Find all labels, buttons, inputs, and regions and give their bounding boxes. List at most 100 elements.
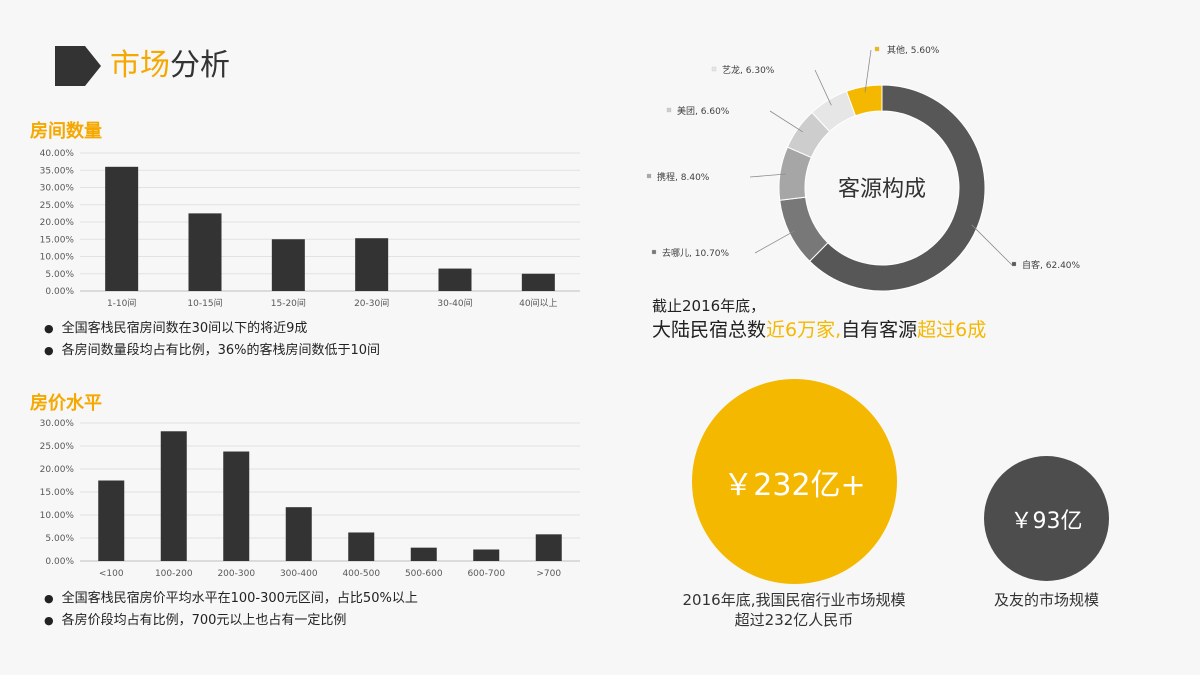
rooms-y-tick-label: 5.00% [45, 270, 74, 280]
rooms-y-tick-label: 35.00% [40, 166, 75, 176]
donut-legend-marker [646, 173, 652, 179]
donut-center-label: 客源构成 [838, 177, 926, 202]
prices-bar [473, 549, 500, 561]
rooms-x-tick-label: 30-40间 [437, 297, 472, 309]
source-stat-part-a: 大陆民宿总数 [652, 319, 767, 341]
market-size-bubble: ￥232亿+ [692, 379, 897, 584]
rooms-x-tick-label: 40间以上 [519, 297, 557, 309]
jiyou-market-value: ￥93亿 [1010, 508, 1083, 534]
prices-bar [223, 451, 250, 561]
donut-leader-line [814, 69, 832, 106]
source-stat-part-b: 近6万家, [766, 319, 842, 341]
donut-leader-line [971, 224, 1013, 266]
page-title-highlight: 市场 [110, 48, 170, 83]
prices-y-tick-label: 5.00% [45, 534, 74, 544]
donut-leader-line [754, 230, 796, 254]
market-size-caption-line2: 超过232亿人民币 [734, 611, 854, 629]
market-size-caption-line1: 2016年底,我国民宿行业市场规模 [682, 591, 906, 609]
donut-slice-value: 6.30% [746, 66, 775, 76]
donut-legend-marker [874, 46, 880, 52]
prices-bar [160, 431, 187, 561]
rooms-bar-chart: 0.00% 5.00% 10.00% 15.00% 20.00% 25.00% 30.00%… [40, 149, 580, 309]
donut-slice-label: 携程, 8.40% [657, 171, 710, 183]
donut-slice [808, 84, 986, 292]
donut-leader-line [864, 49, 872, 93]
donut-slice-name: 其他 [887, 44, 905, 56]
donut-slice-separator: , [740, 66, 746, 76]
prices-y-tick-label: 10.00% [40, 511, 75, 521]
donut-legend-marker [666, 107, 672, 113]
prices-bar [285, 507, 312, 561]
donut-slice-separator: , [689, 249, 695, 259]
rooms-y-tick-label: 30.00% [40, 184, 75, 194]
prices-x-tick-label: 300-400 [280, 569, 318, 579]
prices-y-tick-label: 30.00% [40, 419, 75, 429]
donut-slice-separator: , [1040, 261, 1046, 271]
rooms-x-tick-label: 10-15间 [187, 297, 222, 309]
donut-slice-value: 62.40% [1046, 261, 1081, 271]
prices-y-tick-label: 15.00% [40, 488, 75, 498]
prices-bar [410, 547, 437, 561]
donut-slice-name: 美团 [677, 105, 695, 117]
page-title-rest: 分析 [170, 48, 230, 83]
donut-slice-name: 自客 [1022, 259, 1040, 271]
donut-slice-label: 去哪儿, 10.70% [662, 247, 730, 259]
prices-bar [348, 532, 375, 561]
prices-bullet-1: 全国客栈民宿房价平均水平在100-300元区间，占比50%以上 [44, 590, 418, 608]
donut-slice [845, 84, 883, 117]
donut-slice-value: 10.70% [695, 249, 730, 259]
prices-x-tick-label: 400-500 [342, 569, 380, 579]
market-size-caption: 2016年底,我国民宿行业市场规模 超过232亿人民币 [640, 590, 948, 630]
rooms-x-tick-label: 1-10间 [107, 297, 136, 309]
donut-legend-marker [711, 66, 717, 72]
donut-slice-value: 5.60% [911, 46, 940, 56]
prices-bar-chart: 0.00% 5.00% 10.00% 15.00% 20.00% 25.00% 30.00%… [40, 419, 580, 579]
donut-legend-marker [1011, 261, 1017, 267]
source-stat-line1: 截止2016年底， [652, 297, 766, 315]
donut-slice-label: 自客, 62.40% [1022, 259, 1081, 271]
donut-legend-marker [651, 249, 657, 255]
prices-bar [98, 480, 125, 561]
source-donut-chart: 自客, 62.40% 去哪儿, 10.70% 携程, 8.40% 美团, 6.60% 艺… [646, 44, 1081, 292]
donut-slice-name: 艺龙 [722, 64, 740, 76]
prices-y-tick-label: 0.00% [45, 557, 74, 567]
donut-leader-line [769, 110, 804, 133]
prices-y-tick-label: 25.00% [40, 442, 75, 452]
prices-x-tick-label: 100-200 [155, 569, 193, 579]
rooms-bar [521, 273, 555, 291]
prices-y-tick-label: 20.00% [40, 465, 75, 475]
rooms-bar [438, 268, 472, 291]
rooms-bar [355, 238, 389, 291]
rooms-y-tick-label: 0.00% [45, 287, 74, 297]
rooms-heading: 房间数量 [30, 121, 102, 142]
jiyou-market-bubble: ￥93亿 [984, 456, 1109, 581]
rooms-bar [105, 166, 139, 291]
rooms-y-tick-label: 10.00% [40, 253, 75, 263]
prices-x-tick-label: 600-700 [467, 569, 505, 579]
header-chevron-icon [55, 46, 101, 86]
donut-slice-separator: , [695, 107, 701, 117]
rooms-bar [271, 239, 305, 291]
donut-leader-line [749, 173, 787, 178]
donut-slice-value: 6.60% [701, 107, 730, 117]
donut-slice-label: 美团, 6.60% [677, 105, 730, 117]
rooms-y-tick-label: 20.00% [40, 218, 75, 228]
rooms-bar [188, 213, 222, 291]
donut-slice-separator: , [905, 46, 911, 56]
prices-x-tick-label: <100 [99, 569, 124, 579]
rooms-y-tick-label: 25.00% [40, 201, 75, 211]
prices-heading: 房价水平 [30, 393, 102, 414]
prices-bar [535, 534, 562, 561]
rooms-y-tick-label: 40.00% [40, 149, 75, 159]
source-stat-part-d: 超过6成 [917, 319, 987, 341]
prices-x-tick-label: >700 [536, 569, 561, 579]
donut-slice-name: 去哪儿 [662, 247, 689, 259]
prices-x-tick-label: 500-600 [405, 569, 443, 579]
jiyou-market-caption: 及友的市场规模 [993, 591, 1099, 609]
rooms-x-tick-label: 15-20间 [271, 297, 306, 309]
donut-slice-label: 艺龙, 6.30% [722, 64, 775, 76]
rooms-bullet-1: 全国客栈民宿房间数在30间以下的将近9成 [44, 320, 308, 338]
donut-slice-label: 其他, 5.60% [887, 44, 940, 56]
rooms-y-tick-label: 15.00% [40, 235, 75, 245]
prices-bullet-2: 各房价段均占有比例，700元以上也占有一定比例 [44, 612, 347, 630]
